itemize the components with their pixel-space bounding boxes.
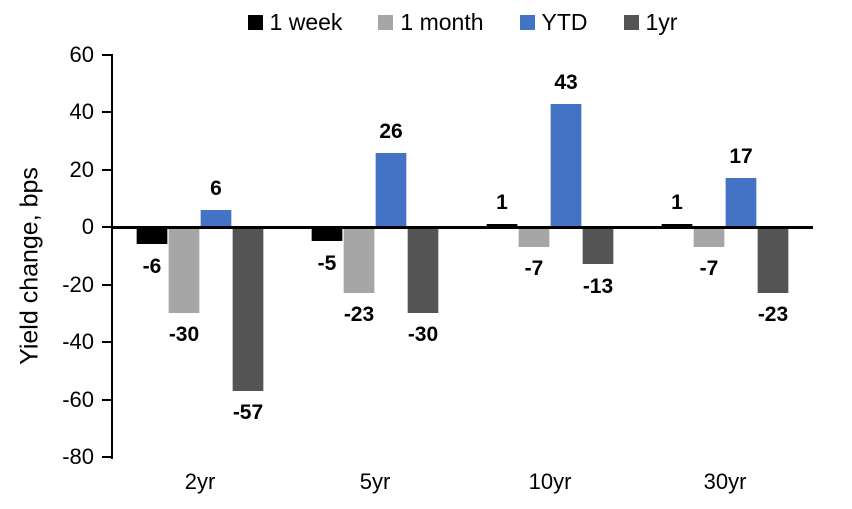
y-axis-tick-label: -60 [62,387,94,412]
legend-label-1yr: 1yr [645,9,678,35]
data-label-1-week-2yr: -6 [142,255,162,278]
legend-item-1yr: 1yr [623,9,678,35]
y-axis-tick-label: -40 [62,329,94,354]
data-label-1-week-30yr: 1 [671,191,683,214]
bar-1yr-5yr [407,227,439,313]
bar-1-month-2yr [168,227,200,313]
legend-label-1-week: 1 week [269,9,343,35]
legend-swatch-1yr [623,14,639,30]
data-label-YTD-30yr: 17 [729,145,753,168]
bar-YTD-10yr [550,104,582,227]
bar-1-month-10yr [518,227,550,247]
y-axis-tick-label: -80 [62,444,94,469]
bar-1-week-10yr [486,224,518,227]
y-axis-tick-mark [102,456,112,458]
data-label-1-month-2yr: -30 [168,323,200,346]
bar-1yr-2yr [232,227,264,391]
x-category-label-10yr: 10yr [528,469,572,494]
data-label-1yr-30yr: -23 [757,303,789,326]
chart-legend: 1 week 1 month YTD 1yr [112,6,813,38]
zero-baseline [112,226,813,229]
y-axis-tick-label: -20 [62,272,94,297]
y-axis-tick-mark [102,226,112,228]
data-label-1yr-10yr: -13 [582,275,614,298]
data-label-1yr-2yr: -57 [232,401,264,424]
legend-item-1-week: 1 week [247,9,343,35]
y-axis-tick-mark [102,284,112,286]
bar-YTD-5yr [375,153,407,228]
legend-swatch-1-week [247,14,263,30]
y-axis-tick-label: 40 [69,99,94,124]
y-axis-tick-mark [102,399,112,401]
y-axis-tick-mark [102,54,112,56]
data-label-1-week-5yr: -5 [317,252,337,275]
legend-label-YTD: YTD [541,9,588,35]
y-axis-tick-mark [102,169,112,171]
bar-1-month-5yr [343,227,375,293]
data-label-1-week-10yr: 1 [496,191,508,214]
legend-item-YTD: YTD [519,9,588,35]
x-category-label-30yr: 30yr [703,469,747,494]
data-label-YTD-10yr: 43 [554,71,578,94]
legend-label-1-month: 1 month [400,9,484,35]
bar-1-month-30yr [693,227,725,247]
data-label-1yr-5yr: -30 [407,323,439,346]
bar-1-week-5yr [311,227,343,241]
y-axis-tick-mark [102,111,112,113]
y-axis-tick-label: 0 [81,214,94,239]
x-category-label-2yr: 2yr [184,469,216,494]
y-axis-line [111,54,113,459]
data-label-1-month-30yr: -7 [699,257,719,280]
legend-swatch-1-month [378,14,394,30]
data-label-YTD-5yr: 26 [379,120,403,143]
bar-1yr-30yr [757,227,789,293]
data-label-1-month-5yr: -23 [343,303,375,326]
bar-1-week-2yr [136,227,168,244]
legend-item-1-month: 1 month [378,9,484,35]
y-axis-tick-label: 20 [69,157,94,182]
data-label-YTD-2yr: 6 [210,177,222,200]
legend-swatch-YTD [519,14,535,30]
bar-1yr-10yr [582,227,614,264]
x-category-label-5yr: 5yr [359,469,391,494]
data-label-1-month-10yr: -7 [524,257,544,280]
bar-YTD-30yr [725,178,757,227]
y-axis-tick-label: 60 [69,42,94,67]
bar-YTD-2yr [200,210,232,227]
bar-1-week-30yr [661,224,693,227]
y-axis-tick-mark [102,341,112,343]
